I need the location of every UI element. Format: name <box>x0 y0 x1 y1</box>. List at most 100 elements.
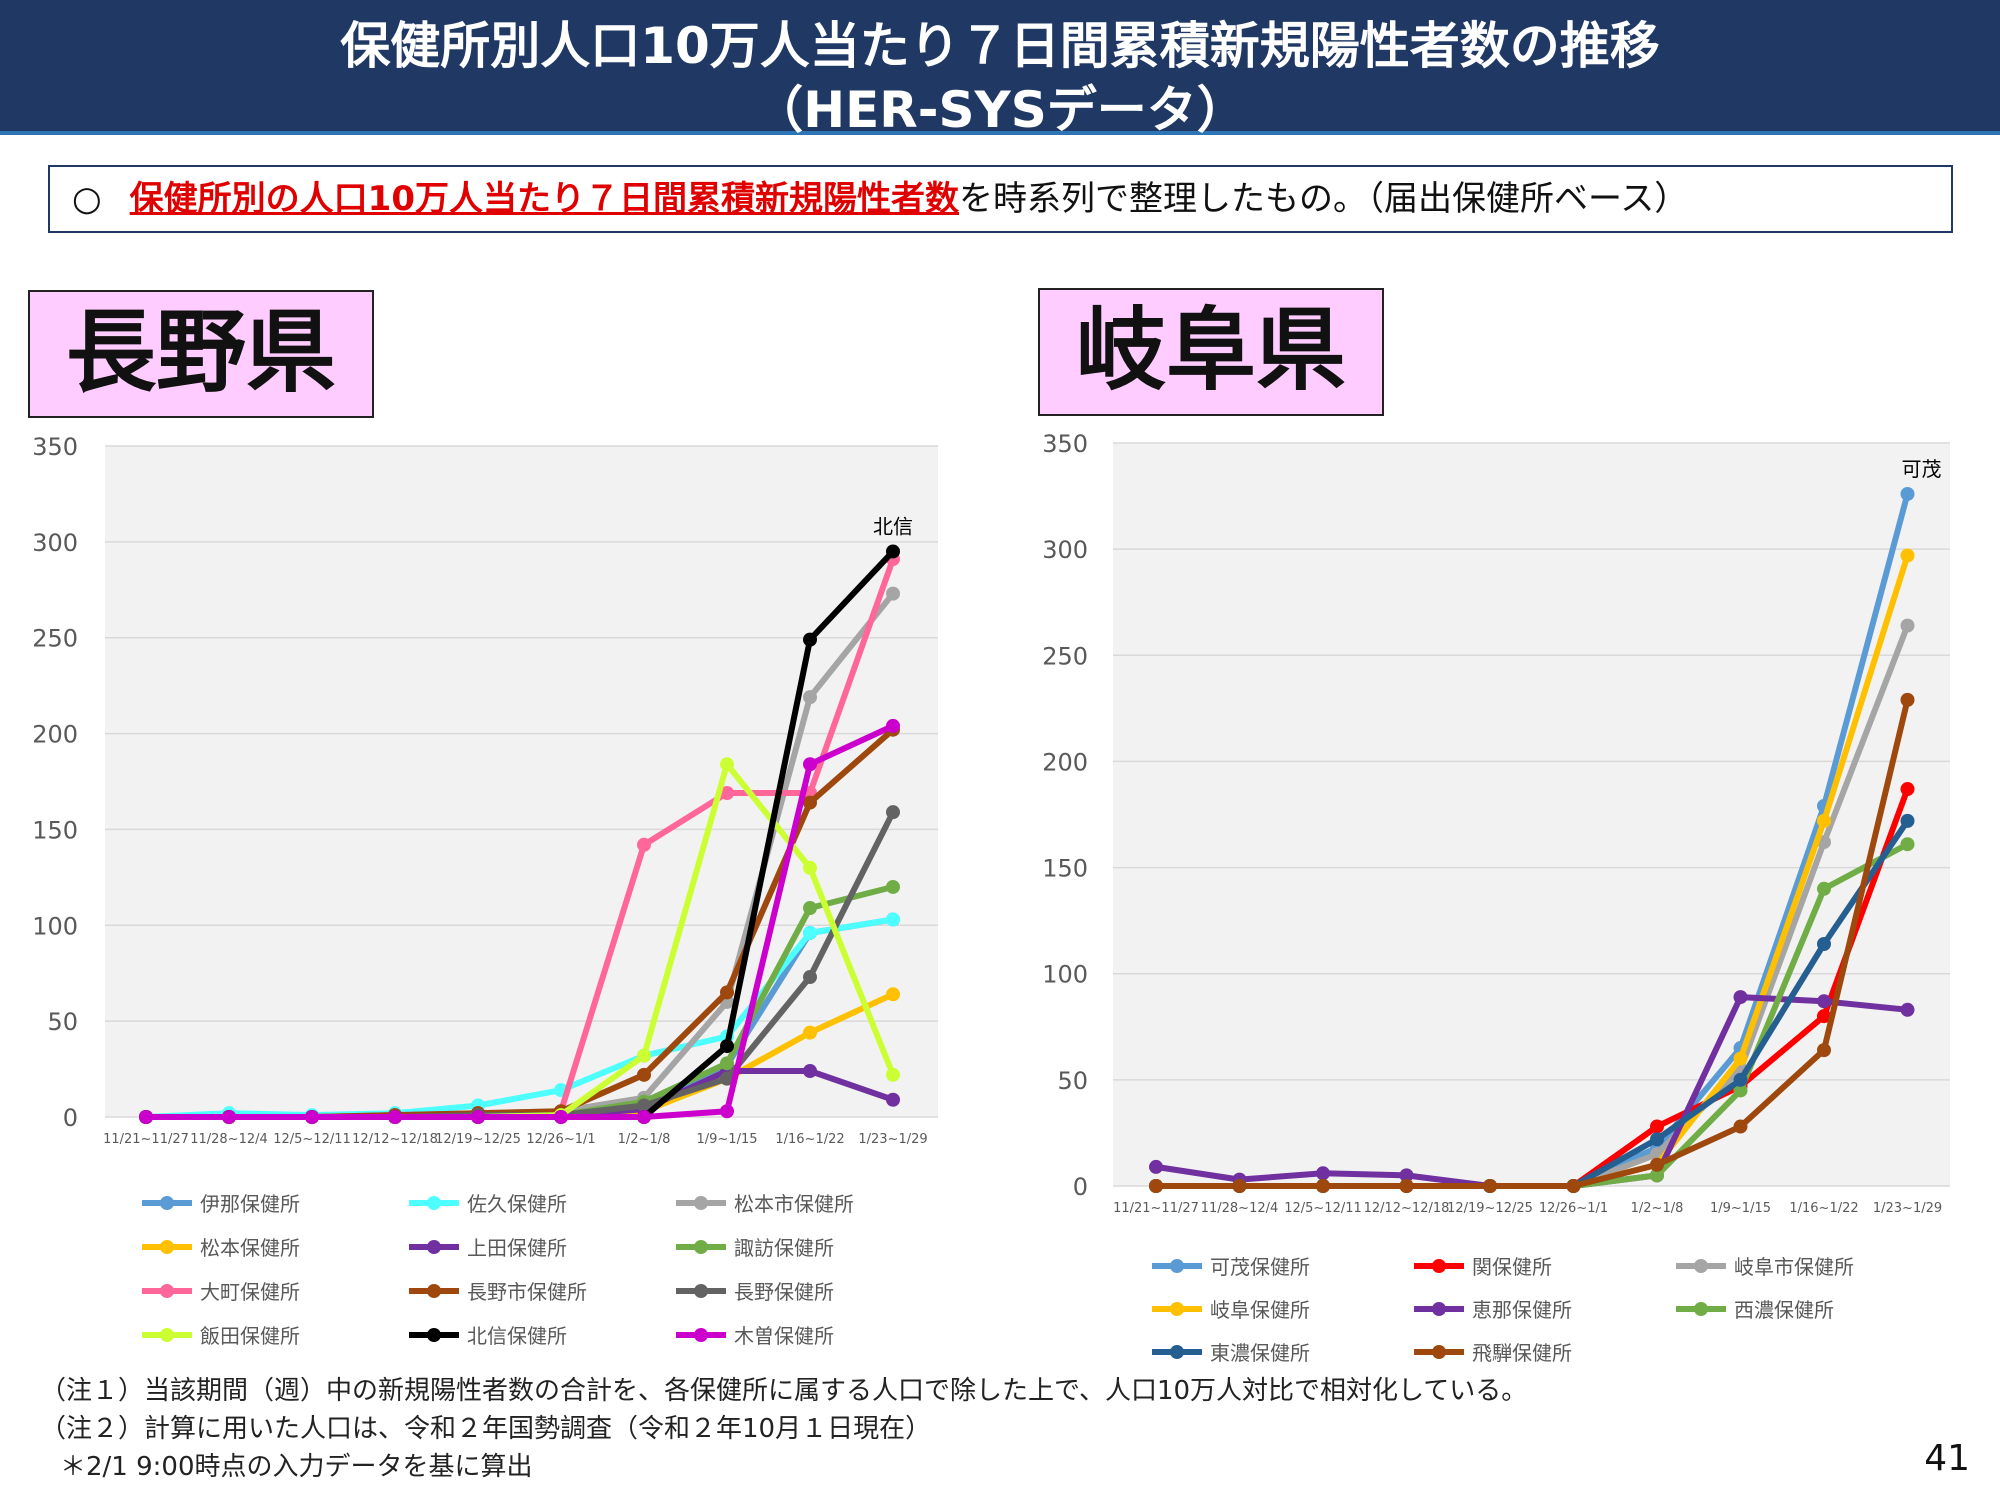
nagano-data-point <box>720 1071 734 1086</box>
nagano-data-point <box>803 757 817 772</box>
nagano-legend-label: 木曽保健所 <box>734 1324 834 1348</box>
nagano-y-tick-label: 300 <box>32 529 78 557</box>
nagano-legend-label: 松本市保健所 <box>734 1192 854 1216</box>
summary-emphasis: 保健所別の人口10万人当たり７日間累積新規陽性者数 <box>129 179 959 219</box>
gifu-y-tick-label: 350 <box>1042 430 1088 458</box>
title-bar: 保健所別人口10万人当たり７日間累積新規陽性者数の推移 （HER-SYSデータ） <box>0 0 2000 139</box>
gifu-legend-marker <box>1170 1345 1184 1359</box>
gifu-legend-label: 岐阜市保健所 <box>1734 1255 1854 1279</box>
nagano-data-point <box>886 586 900 601</box>
nagano-legend-label: 長野市保健所 <box>467 1280 587 1304</box>
nagano-x-tick-label: 1/16~1/22 <box>775 1132 844 1147</box>
summary-text: を時系列で整理したもの。（届出保健所ベース） <box>959 179 1689 219</box>
nagano-legend-marker <box>160 1240 174 1254</box>
nagano-data-point <box>803 690 817 705</box>
nagano-x-tick-label: 12/5~12/11 <box>273 1132 351 1147</box>
nagano-data-point <box>139 1110 153 1124</box>
nagano-data-point <box>886 987 900 1002</box>
gifu-legend-label: 関保健所 <box>1472 1255 1552 1279</box>
gifu-x-tick-label: 1/23~1/29 <box>1873 1201 1942 1216</box>
gifu-y-tick-label: 100 <box>1042 961 1088 989</box>
gifu-y-tick-label: 250 <box>1042 642 1088 670</box>
gifu-legend-label: 東濃保健所 <box>1210 1341 1310 1365</box>
nagano-data-point <box>222 1110 236 1124</box>
nagano-x-tick-label: 1/2~1/8 <box>618 1132 671 1147</box>
gifu-data-point <box>1817 1043 1831 1058</box>
nagano-y-tick-label: 250 <box>32 625 78 653</box>
gifu-x-tick-label: 1/9~1/15 <box>1710 1201 1771 1216</box>
nagano-legend-marker <box>427 1284 441 1298</box>
gifu-data-point <box>1900 548 1915 563</box>
gifu-data-point <box>1900 1002 1915 1017</box>
gifu-data-point <box>1900 692 1915 707</box>
gifu-data-point <box>1733 1072 1748 1087</box>
nagano-annotation: 北信 <box>873 514 913 538</box>
nagano-x-tick-label: 12/12~12/18 <box>352 1132 438 1147</box>
nagano-y-tick-label: 350 <box>32 433 78 461</box>
nagano-data-point <box>803 795 817 810</box>
nagano-data-point <box>886 1067 900 1082</box>
nagano-y-tick-label: 200 <box>32 721 78 749</box>
gifu-data-point <box>1316 1179 1330 1193</box>
gifu-x-tick-label: 1/16~1/22 <box>1789 1201 1858 1216</box>
gifu-data-point <box>1900 618 1915 633</box>
nagano-data-point <box>720 786 734 801</box>
nagano-data-point <box>886 1092 900 1107</box>
gifu-data-point <box>1900 813 1915 828</box>
nagano-legend-marker <box>160 1196 174 1210</box>
gifu-data-point <box>1900 837 1915 852</box>
gifu-label: 岐阜県 <box>1038 288 1384 416</box>
nagano-series-line <box>143 722 896 1120</box>
gifu-data-point <box>1733 1119 1748 1134</box>
nagano-data-point <box>305 1110 319 1124</box>
nagano-data-point <box>803 632 817 647</box>
nagano-legend-marker <box>160 1284 174 1298</box>
nagano-data-point <box>886 718 900 733</box>
summary-box: ○ 保健所別の人口10万人当たり７日間累積新規陽性者数を時系列で整理したもの。（届… <box>48 165 1953 233</box>
notes: （注１）当該期間（週）中の新規陽性者数の合計を、各保健所に属する人口で除した上で… <box>40 1372 1527 1486</box>
page-subtitle: （HER-SYSデータ） <box>753 81 1247 139</box>
gifu-data-point <box>1817 1009 1831 1024</box>
bullet-mark: ○ <box>72 179 102 219</box>
nagano-legend-marker <box>694 1240 708 1254</box>
gifu-legend-marker <box>1432 1345 1446 1359</box>
gifu-x-tick-label: 12/26~1/1 <box>1539 1201 1608 1216</box>
gifu-data-point <box>1900 486 1915 501</box>
gifu-annotation: 可茂 <box>1902 457 1942 481</box>
nagano-data-point <box>886 805 900 820</box>
gifu-data-point <box>1399 1168 1414 1183</box>
nagano-x-tick-label: 12/19~12/25 <box>435 1132 521 1147</box>
nagano-x-tick-label: 12/26~1/1 <box>526 1132 595 1147</box>
gifu-legend-label: 岐阜保健所 <box>1210 1298 1310 1322</box>
nagano-data-point <box>637 1098 651 1113</box>
gifu-data-point <box>1733 1083 1748 1098</box>
gifu-legend-marker <box>1694 1259 1708 1273</box>
gifu-data-point <box>1232 1179 1247 1193</box>
gifu-y-tick-label: 0 <box>1073 1173 1088 1201</box>
nagano-data-point <box>637 1110 651 1124</box>
gifu-x-tick-label: 12/12~12/18 <box>1364 1201 1450 1216</box>
gifu-data-point <box>1399 1179 1414 1193</box>
nagano-legend-label: 大町保健所 <box>200 1280 300 1304</box>
gifu-legend-label: 可茂保健所 <box>1210 1255 1310 1279</box>
note-2: （注２）計算に用いた人口は、令和２年国勢調査（令和２年10月１日現在） <box>40 1414 932 1444</box>
nagano-legend-label: 松本保健所 <box>200 1236 300 1260</box>
nagano-legend-marker <box>694 1328 708 1342</box>
gifu-legend-marker <box>1694 1302 1708 1316</box>
gifu-y-tick-label: 150 <box>1042 855 1088 883</box>
gifu-data-point <box>1483 1179 1497 1193</box>
gifu-legend-marker <box>1432 1259 1446 1273</box>
nagano-data-point <box>720 1039 734 1054</box>
note-3: ＊2/1 9:00時点の入力データを基に算出 <box>60 1452 533 1482</box>
gifu-y-tick-label: 50 <box>1057 1067 1088 1095</box>
nagano-legend-label: 飯田保健所 <box>200 1324 300 1348</box>
nagano-legend-label: 諏訪保健所 <box>734 1236 834 1260</box>
gifu-legend-label: 恵那保健所 <box>1472 1298 1572 1322</box>
gifu-legend-label: 西濃保健所 <box>1734 1298 1834 1322</box>
gifu-x-tick-label: 11/21~11/27 <box>1113 1201 1199 1216</box>
nagano-x-tick-label: 11/28~12/4 <box>190 1132 268 1147</box>
note-1: （注１）当該期間（週）中の新規陽性者数の合計を、各保健所に属する人口で除した上で… <box>40 1376 1528 1406</box>
nagano-chart: 0 50 100 150 200 250 300 350 11/21~11/27 11/28~12… <box>32 433 938 1348</box>
nagano-legend-label: 佐久保健所 <box>467 1192 567 1216</box>
gifu-legend-marker <box>1170 1302 1184 1316</box>
